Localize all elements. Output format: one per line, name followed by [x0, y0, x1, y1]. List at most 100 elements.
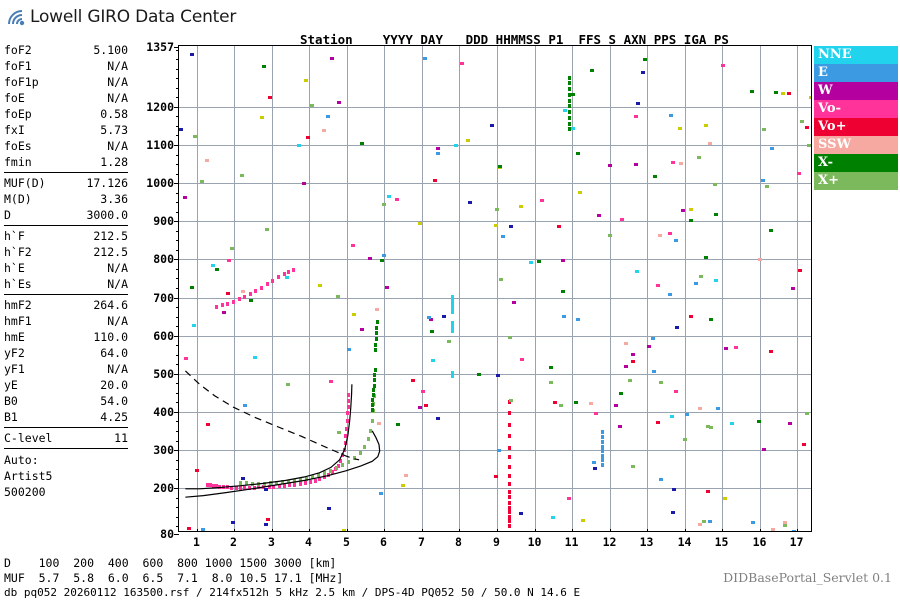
data-point [507, 474, 511, 479]
noise-point [304, 79, 308, 82]
noise-point [797, 172, 801, 175]
noise-point [396, 423, 400, 426]
grid-line-vertical [383, 46, 385, 531]
noise-point [679, 162, 683, 165]
param-row: C-level 11 [4, 430, 128, 446]
data-point [341, 463, 345, 468]
param-divider [4, 448, 128, 449]
noise-point [537, 260, 541, 263]
noise-point [519, 205, 523, 208]
grid-line-vertical [534, 46, 536, 531]
param-row: M(D) 3.36 [4, 191, 128, 207]
noise-point [614, 404, 618, 407]
data-point [353, 455, 357, 460]
x-axis-tick [684, 529, 686, 531]
noise-point [647, 345, 651, 348]
noise-point [721, 64, 725, 67]
y-axis-minor-tick [176, 144, 179, 146]
noise-point [689, 315, 693, 318]
y-axis-tick-label: 200 [153, 480, 174, 495]
noise-point [557, 225, 561, 228]
legend-item-e[interactable]: E [814, 64, 898, 82]
x-axis-tick-label: 13 [639, 535, 654, 549]
noise-point [631, 465, 635, 468]
noise-point [618, 425, 622, 428]
noise-point [571, 93, 575, 96]
noise-point [578, 191, 582, 194]
x-axis-tick-label: 14 [677, 535, 692, 549]
grid-line-vertical [196, 46, 198, 531]
legend-item-ssw[interactable]: SSW [814, 136, 898, 154]
data-point [567, 81, 571, 86]
param-value: 3000.0 [86, 208, 128, 222]
x-axis-tick-label: 7 [418, 535, 425, 549]
noise-point [351, 244, 355, 247]
autoscaler-line: Artist5 [4, 469, 53, 483]
param-value: 64.0 [100, 346, 128, 360]
legend-item-nne[interactable]: NNE [814, 46, 898, 64]
ionogram-plot[interactable]: 1 2 3 4 5 6 7 8 9 10 11 12 13 14 15 16 17 80 200 300 400 500 6… [146, 40, 812, 549]
legend-item-w[interactable]: W [814, 82, 898, 100]
noise-point [429, 318, 433, 321]
data-point [237, 297, 241, 302]
noise-point [619, 392, 623, 395]
noise-point [336, 295, 340, 298]
param-divider [4, 172, 128, 173]
param-value: 212.5 [93, 229, 128, 243]
x-axis-tick-label: 8 [455, 535, 462, 549]
y-axis-tick-label: 800 [153, 251, 174, 266]
noise-point [559, 404, 563, 407]
noise-point [240, 174, 244, 177]
y-axis-minor-tick [176, 96, 179, 98]
y-axis-minor-tick [176, 373, 179, 375]
legend-item-vo-[interactable]: Vo- [814, 100, 898, 118]
data-point [215, 304, 218, 309]
param-value: 264.6 [93, 298, 128, 312]
legend-item-x-[interactable]: X- [814, 154, 898, 172]
data-point [507, 489, 511, 494]
noise-point [231, 521, 235, 524]
y-axis-minor-tick [176, 354, 179, 356]
noise-point [436, 147, 440, 150]
param-row: h`Es N/A [4, 276, 128, 292]
noise-point [322, 129, 326, 132]
data-point [317, 473, 321, 478]
param-value: N/A [107, 277, 128, 291]
branding-logo: Lowell GIRO Data Center [6, 4, 286, 30]
data-point [370, 418, 374, 423]
legend-item-x-[interactable]: X+ [814, 172, 898, 190]
data-point [374, 337, 378, 341]
noise-point [608, 164, 612, 167]
data-point [234, 485, 238, 490]
noise-point [563, 109, 567, 112]
noise-point [608, 234, 612, 237]
param-row: B0 54.0 [4, 393, 128, 409]
param-value: 1.28 [100, 155, 128, 169]
noise-point [222, 311, 226, 314]
param-name: C-level [4, 431, 53, 445]
param-value: 212.5 [93, 245, 128, 259]
y-axis-minor-tick [176, 115, 179, 117]
noise-point [215, 268, 219, 271]
data-point [507, 481, 511, 486]
station-header-labels: Station YYYY DAY DDD HHMMSS P1 FFS S AXN… [300, 32, 729, 47]
param-row: foF2 5.100 [4, 42, 128, 58]
noise-point [674, 390, 678, 393]
noise-point [697, 156, 701, 159]
data-point [601, 458, 605, 463]
data-point [451, 302, 455, 307]
noise-point [798, 269, 802, 272]
y-axis-minor-tick [176, 468, 179, 470]
param-name: hmE [4, 330, 25, 344]
y-axis-minor-tick [176, 287, 179, 289]
x-axis-tick-label: 5 [343, 535, 350, 549]
noise-point [330, 57, 334, 60]
x-axis-tick [271, 529, 273, 531]
grid-line-vertical [233, 46, 235, 531]
grid-line-horizontal [179, 220, 811, 222]
data-point [218, 484, 222, 489]
legend-item-vo-[interactable]: Vo+ [814, 118, 898, 136]
y-axis-minor-tick [176, 449, 179, 451]
data-point [601, 462, 605, 467]
data-point [287, 479, 291, 484]
